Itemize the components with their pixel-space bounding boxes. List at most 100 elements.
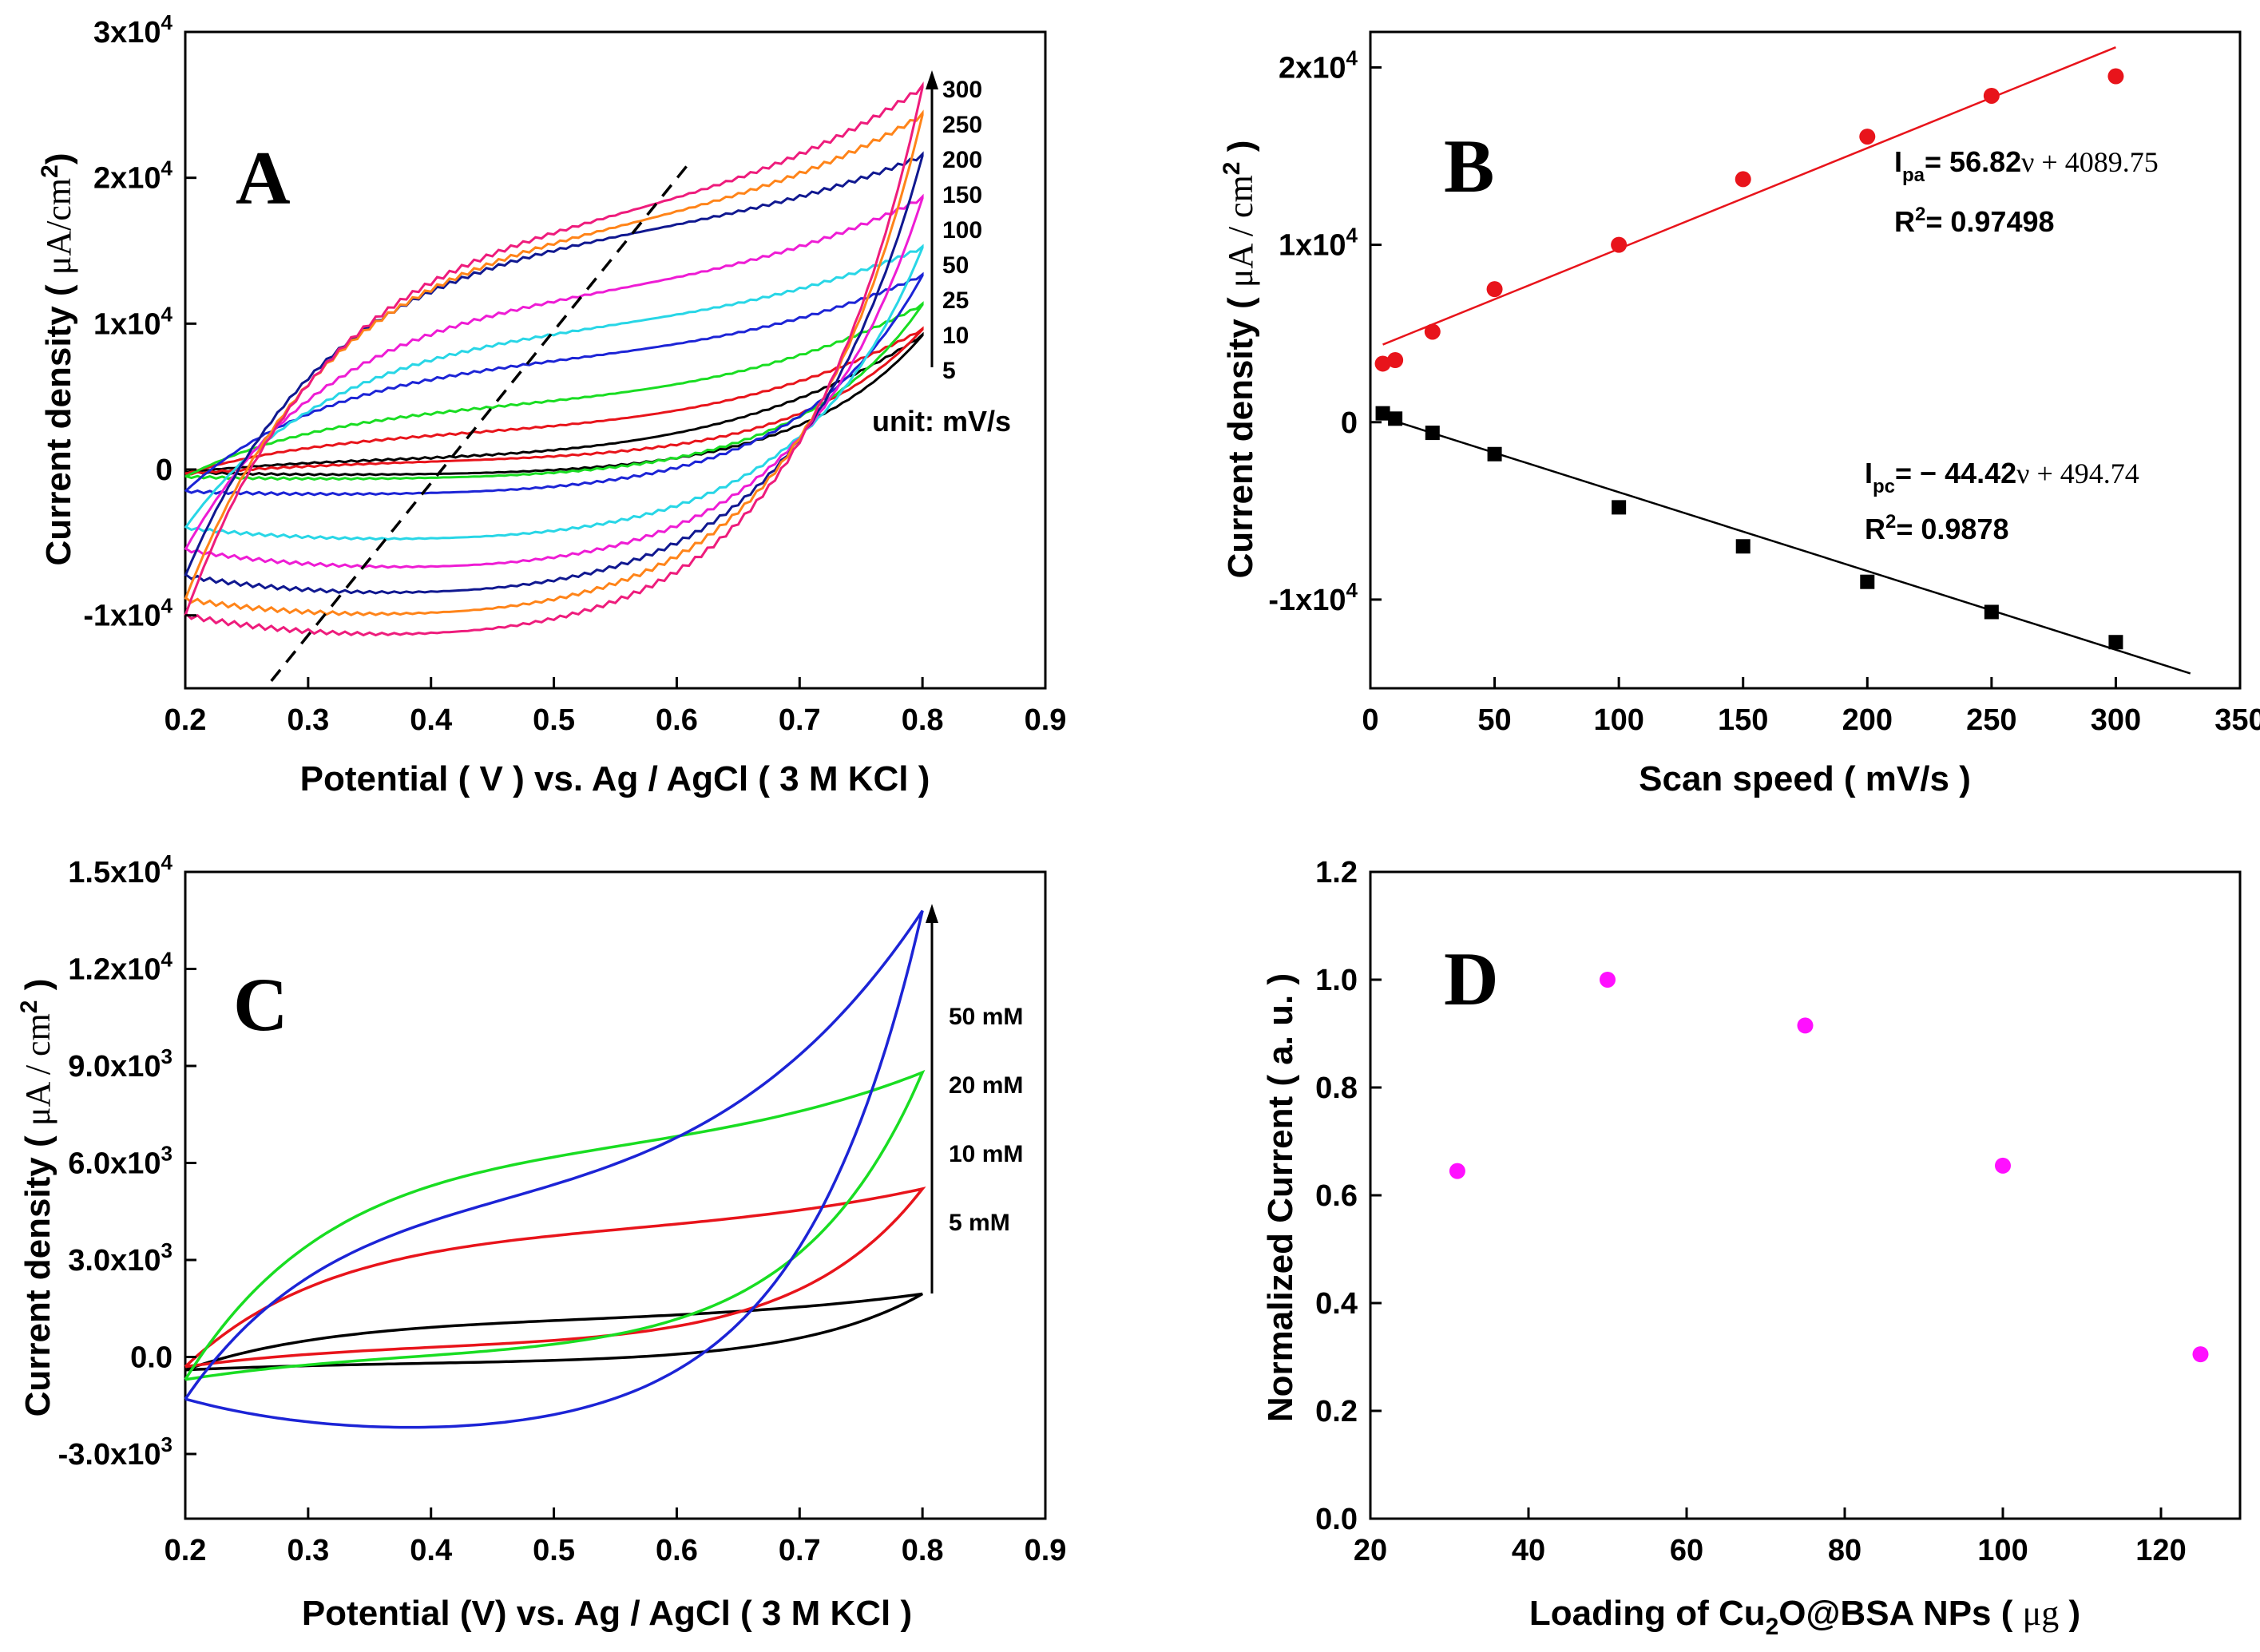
panel-c-x-ticks: 0.2 0.3 0.4 0.5 0.6 0.7 0.8 0.9 — [165, 1507, 1067, 1567]
panel-b-y-ticks: 2x104 1x104 0 -1x104 — [1268, 46, 1382, 617]
y-tick-label: 9.0x103 — [68, 1044, 172, 1084]
panel-a-unit-note: unit: mV/s — [872, 405, 1011, 438]
legend-label: 250 — [942, 112, 982, 138]
panel-c: 0.2 0.3 0.4 0.5 0.6 0.7 0.8 0.9 1.5x104 1.2x104 9… — [16, 850, 1066, 1633]
legend-label: 200 — [942, 147, 982, 173]
point-Ipa — [1611, 236, 1628, 253]
cv-curve-150-mV-s — [184, 193, 924, 569]
x-tick-label: 0.8 — [902, 1534, 944, 1567]
y-tick-label: 6.0x103 — [68, 1142, 172, 1181]
y-tick-label: 0.0 — [1315, 1503, 1358, 1536]
cv-curve-10-mM — [184, 1187, 926, 1369]
point-Ipc — [1425, 426, 1440, 441]
x-tick-label: 40 — [1512, 1534, 1545, 1567]
data-point — [2192, 1346, 2209, 1363]
panel-a-label: A — [236, 136, 291, 220]
panel-d-plot-frame — [1369, 870, 2242, 1520]
x-tick-label: 0.4 — [410, 703, 452, 737]
x-tick-label: 60 — [1670, 1534, 1703, 1567]
cv-curve-100-mV-s — [184, 244, 924, 541]
panel-a-y-ticks: 3x104 2x104 1x104 0 -1x104 — [83, 10, 196, 633]
panel-d-y-label: Normalized Current ( a. u. ) — [1261, 973, 1300, 1422]
panel-a-plot-frame — [184, 30, 1047, 690]
legend-label: 50 mM — [949, 1004, 1023, 1030]
panel-a-arrow-head — [926, 70, 938, 89]
panel-c-arrow-head — [926, 904, 938, 923]
data-point — [1797, 1017, 1814, 1034]
y-tick-label: 0.0 — [130, 1341, 172, 1375]
panel-a-cv-curves — [184, 81, 924, 637]
cv-curve-250-mV-s — [184, 109, 924, 616]
point-Ipc — [1388, 411, 1403, 426]
panel-c-y-label: Current density ( μA / cm2 ) — [16, 979, 57, 1417]
panel-b-ipc-r2: R2= 0.9878 — [1865, 511, 2009, 545]
legend-label: 10 — [942, 323, 969, 349]
panel-d-label: D — [1444, 937, 1499, 1021]
point-Ipc — [1487, 446, 1502, 462]
y-tick-label: 0.6 — [1315, 1179, 1358, 1213]
x-tick-label: 0.6 — [656, 1534, 698, 1567]
panel-d: 20 40 60 80 100 120 1.2 1.0 0.8 0.6 0.4 0.2 0.0 D L… — [1261, 856, 2242, 1640]
x-tick-label: 0.9 — [1025, 703, 1067, 737]
x-tick-label: 250 — [1966, 703, 2016, 737]
x-tick-label: 0.7 — [779, 703, 821, 737]
x-tick-label: 0.8 — [902, 703, 944, 737]
cv-curve-5-mM — [184, 1292, 923, 1372]
legend-label: 5 mM — [949, 1210, 1010, 1236]
panel-a-x-ticks: 0.2 0.3 0.4 0.5 0.6 0.7 0.8 0.9 — [165, 677, 1067, 737]
panel-c-cv-curves — [184, 909, 926, 1429]
y-tick-label: 1.2 — [1315, 856, 1358, 889]
panel-b-ipc-equation: Ipc= − 44.42ν + 494.74 — [1865, 457, 2139, 497]
y-tick-label: 1.5x104 — [68, 850, 172, 889]
panel-b-ipa-r2: R2= 0.97498 — [1894, 204, 2055, 238]
data-point — [1600, 972, 1616, 988]
x-tick-label: 120 — [2135, 1534, 2186, 1567]
x-tick-label: 0.4 — [410, 1534, 452, 1567]
x-tick-label: 20 — [1354, 1534, 1387, 1567]
legend-label: 25 — [942, 287, 969, 314]
x-tick-label: 0.6 — [656, 703, 698, 737]
y-tick-label: 1x104 — [93, 302, 173, 341]
panel-b-data — [1374, 46, 2191, 675]
panel-a-x-label: Potential ( V ) vs. Ag / AgCl ( 3 M KCl … — [300, 759, 930, 798]
panel-c-legend: 50 mM 20 mM 10 mM 5 mM — [949, 1004, 1023, 1236]
cv-curve-10-mV-s — [184, 326, 924, 476]
y-tick-label: -1x104 — [1268, 578, 1358, 617]
point-Ipa — [2107, 68, 2124, 85]
panel-a-trend-line — [270, 162, 691, 682]
point-Ipa — [1486, 281, 1503, 298]
panel-c-label: C — [233, 962, 288, 1047]
x-tick-label: 100 — [1977, 1534, 2028, 1567]
x-tick-label: 0.2 — [165, 703, 207, 737]
legend-label: 20 mM — [949, 1072, 1023, 1099]
panel-a: 0.2 0.3 0.4 0.5 0.6 0.7 0.8 0.9 3x104 2x104 1x104… — [37, 10, 1066, 798]
panel-c-x-label: Potential (V) vs. Ag / AgCl ( 3 M KCl ) — [302, 1594, 912, 1633]
x-tick-label: 50 — [1477, 703, 1511, 737]
x-tick-label: 300 — [2091, 703, 2141, 737]
point-Ipa — [1424, 323, 1441, 340]
point-Ipc — [1735, 539, 1751, 554]
panel-b-plot-frame — [1369, 30, 2242, 690]
y-tick-label: 1x104 — [1279, 224, 1358, 263]
y-tick-label: 0.4 — [1315, 1287, 1358, 1321]
point-Ipc — [1984, 604, 1999, 620]
data-point — [1995, 1157, 2011, 1174]
point-Ipc — [1860, 574, 1875, 589]
x-tick-label: 0 — [1362, 703, 1378, 737]
point-Ipa — [1374, 355, 1391, 372]
point-Ipa — [1983, 87, 2000, 104]
x-tick-label: 200 — [1842, 703, 1893, 737]
y-tick-label: 3.0x103 — [68, 1238, 172, 1278]
x-tick-label: 150 — [1718, 703, 1768, 737]
legend-label: 150 — [942, 182, 982, 208]
x-tick-label: 0.5 — [533, 1534, 575, 1567]
cv-curve-50-mV-s — [184, 271, 924, 497]
y-tick-label: 1.2x104 — [68, 948, 172, 987]
x-tick-label: 0.5 — [533, 703, 575, 737]
data-point — [1449, 1163, 1465, 1179]
x-tick-label: 0.2 — [165, 1534, 207, 1567]
cv-curve-5-mV-s — [184, 331, 924, 477]
x-tick-label: 0.9 — [1025, 1534, 1067, 1567]
panel-d-x-ticks: 20 40 60 80 100 120 — [1354, 1507, 2187, 1567]
